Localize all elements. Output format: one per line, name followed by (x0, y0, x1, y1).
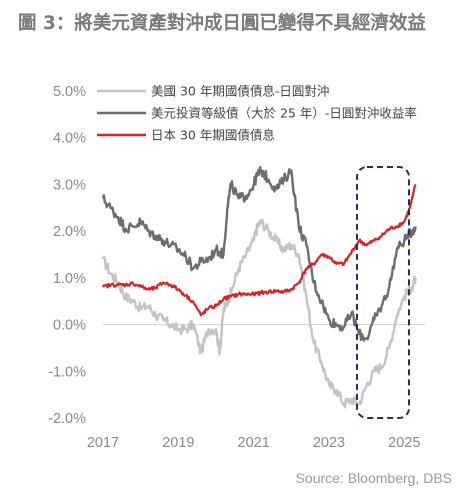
y-tick-label: 4.0% (53, 131, 86, 147)
x-tick-label: 2017 (87, 435, 119, 451)
highlight-box (356, 166, 410, 419)
y-tick-label: 3.0% (53, 177, 86, 193)
series-line-3 (102, 183, 417, 317)
x-tick-label: 2025 (388, 435, 420, 451)
x-tick-label: 2019 (162, 435, 194, 451)
series-line-1 (101, 218, 417, 409)
x-tick-label: 2023 (313, 435, 345, 451)
y-tick-label: -2.0% (48, 411, 86, 427)
y-tick-label: -1.0% (48, 364, 86, 380)
chart-title: 圖 3：將美元資產對沖成日圓已變得不具經濟效益 (18, 13, 426, 34)
x-tick-label: 2021 (238, 435, 270, 451)
x-axis: 2017 2019 2021 2023 2025 (87, 435, 421, 451)
legend-label-3: 日本 30 年期國債債息 (151, 128, 275, 143)
y-tick-label: 1.0% (53, 271, 86, 287)
source-note: Source: Bloomberg, DBS (295, 470, 452, 486)
y-tick-label: 0.0% (53, 318, 86, 334)
series-line-2 (101, 166, 417, 342)
y-tick-label: 2.0% (53, 224, 86, 240)
legend-label-2: 美元投資等級債（大於 25 年）-日圓對沖收益率 (151, 106, 417, 121)
y-axis: 5.0% 4.0% 3.0% 2.0% 1.0% 0.0% -1.0% -2.0% (48, 84, 86, 427)
series-group (101, 166, 417, 409)
legend-label-1: 美國 30 年期國債債息-日圓對沖 (151, 84, 329, 99)
y-tick-label: 5.0% (53, 84, 86, 100)
